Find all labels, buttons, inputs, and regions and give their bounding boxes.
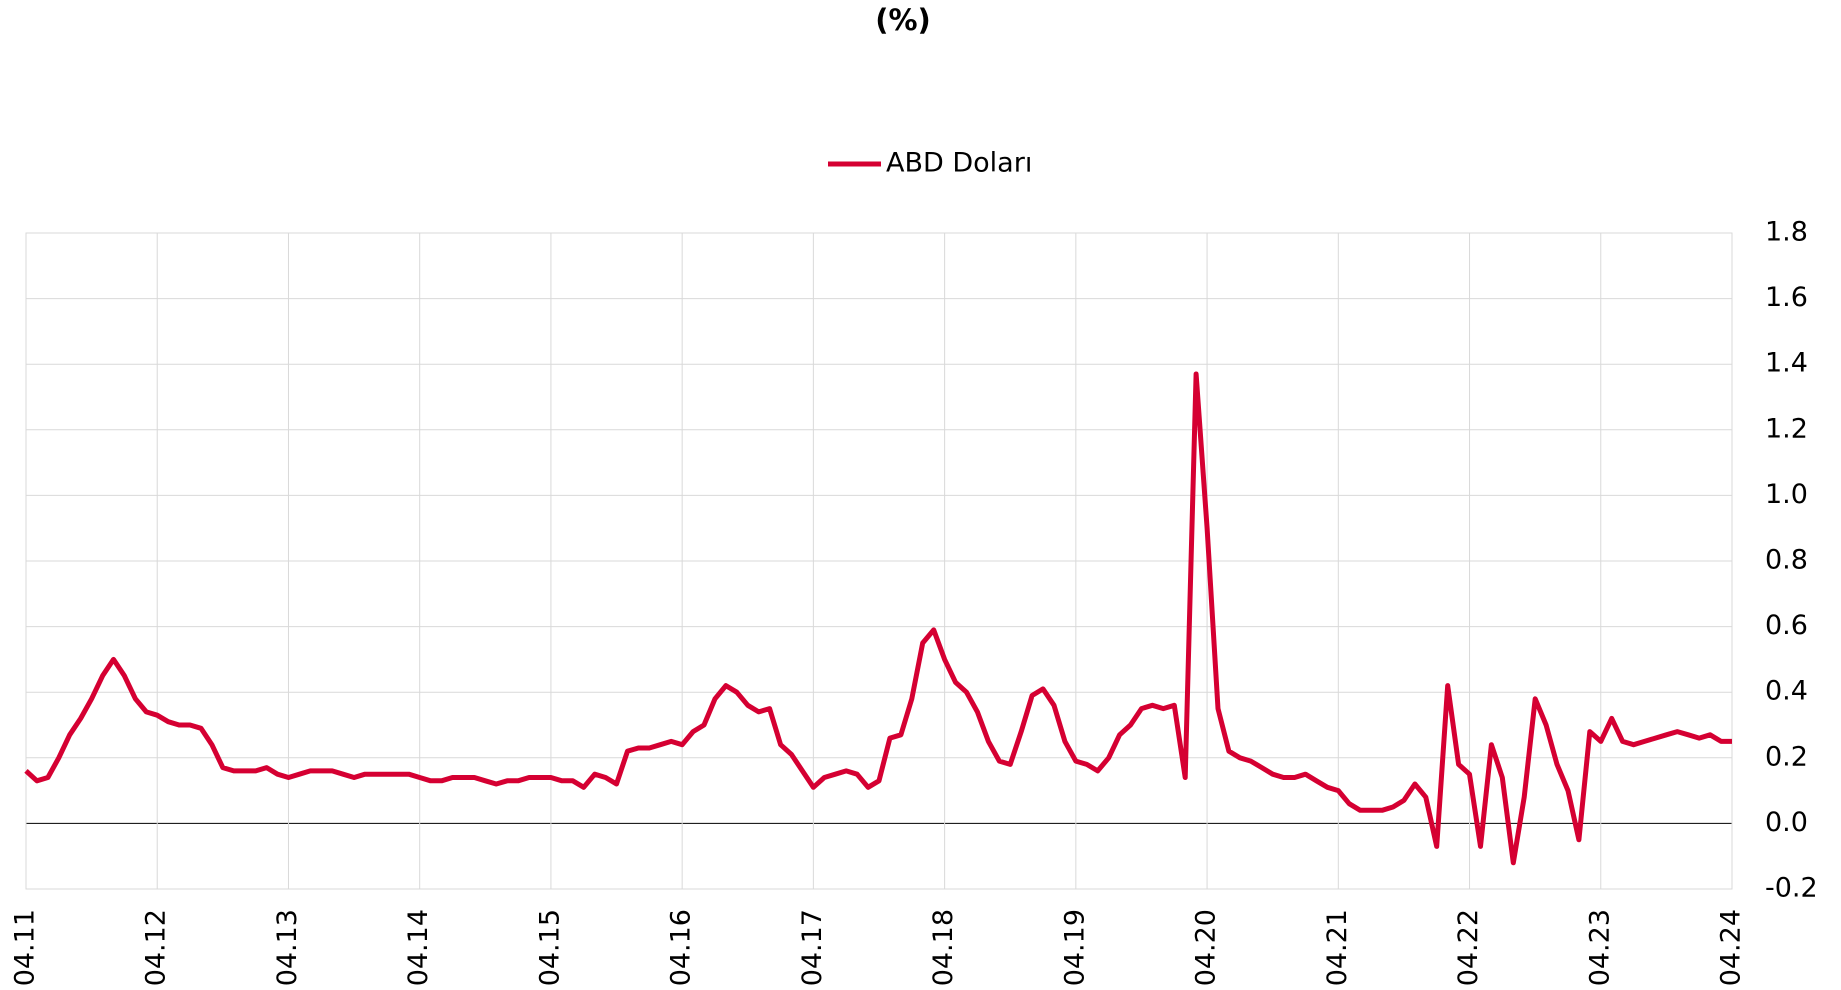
y-tick-label: 1.2	[1765, 413, 1808, 444]
x-tick-label: 04.18	[928, 909, 959, 986]
x-tick-label: 04.13	[272, 909, 303, 986]
x-tick-label: 04.12	[141, 909, 172, 986]
y-tick-label: 0.6	[1765, 610, 1808, 641]
y-tick-label: 0.2	[1765, 741, 1808, 772]
y-tick-label: 1.6	[1765, 282, 1808, 313]
x-tick-label: 04.11	[10, 909, 41, 986]
x-tick-label: 04.14	[403, 909, 434, 986]
x-tick-label: 04.21	[1322, 909, 1353, 986]
x-tick-label: 04.19	[1059, 909, 1090, 986]
x-tick-label: 04.15	[534, 909, 565, 986]
y-tick-label: 0.0	[1765, 807, 1808, 838]
legend-label: ABD Doları	[886, 148, 1032, 179]
y-tick-label: -0.2	[1765, 873, 1818, 904]
y-tick-label: 1.8	[1765, 217, 1808, 248]
y-tick-label: 1.0	[1765, 479, 1808, 510]
x-tick-label: 04.16	[666, 909, 697, 986]
x-tick-label: 04.23	[1584, 909, 1615, 986]
x-tick-label: 04.24	[1716, 909, 1747, 986]
line-series	[24, 371, 1732, 866]
chart-title: (%)	[875, 3, 931, 37]
x-tick-label: 04.17	[797, 909, 828, 986]
y-tick-label: 1.4	[1765, 348, 1808, 379]
x-tick-label: 04.20	[1191, 909, 1222, 986]
x-tick-label: 04.22	[1453, 909, 1484, 986]
y-tick-label: 0.8	[1765, 545, 1808, 576]
y-tick-label: 0.4	[1765, 676, 1808, 707]
